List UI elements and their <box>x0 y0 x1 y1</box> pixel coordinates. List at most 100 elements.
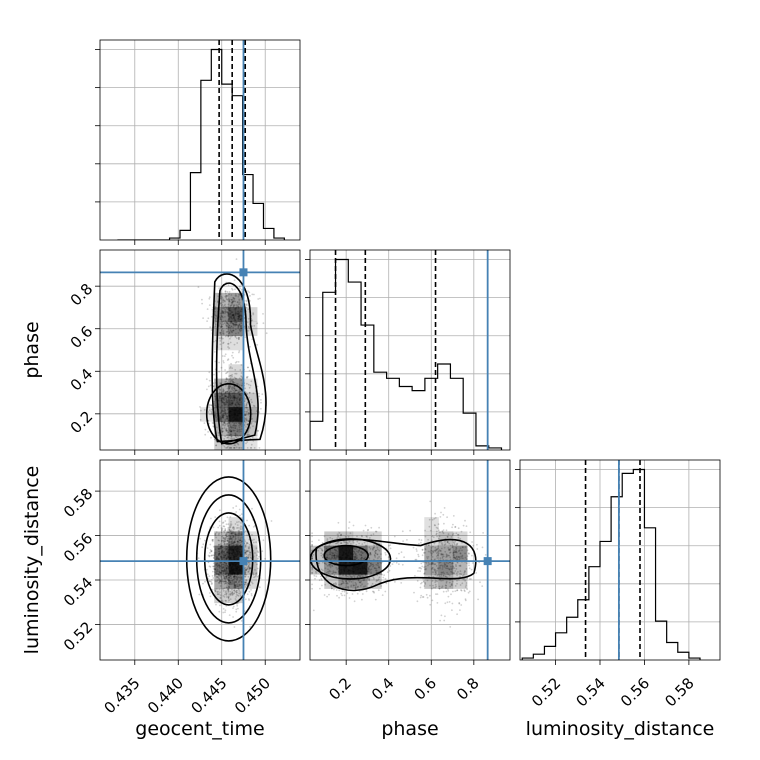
scatter-point <box>227 591 230 593</box>
scatter-point <box>358 574 361 577</box>
scatter-point <box>319 547 322 549</box>
scatter-point <box>221 328 224 330</box>
scatter-point <box>239 584 241 586</box>
scatter-point <box>224 391 227 393</box>
scatter-point <box>228 385 230 388</box>
scatter-point <box>372 547 375 549</box>
scatter-point <box>449 626 452 628</box>
scatter-point <box>443 563 446 566</box>
scatter-point <box>245 584 248 586</box>
scatter-point <box>247 430 250 432</box>
scatter-point <box>257 557 259 560</box>
scatter-point <box>223 322 226 325</box>
scatter-point <box>247 326 250 329</box>
scatter-point <box>421 596 424 598</box>
density-cell <box>310 545 325 561</box>
scatter-point <box>212 556 215 559</box>
scatter-point <box>234 585 237 588</box>
scatter-point <box>236 543 239 545</box>
scatter-point <box>431 518 434 521</box>
scatter-point <box>448 574 451 577</box>
scatter-point <box>232 530 234 533</box>
scatter-point <box>248 563 251 566</box>
scatter-point <box>223 355 226 357</box>
scatter-point <box>221 390 224 393</box>
scatter-point <box>338 532 341 534</box>
scatter-point <box>233 376 236 379</box>
scatter-point <box>365 535 368 537</box>
scatter-point <box>378 576 381 579</box>
scatter-point <box>234 328 237 331</box>
scatter-point <box>222 342 225 345</box>
scatter-point <box>462 546 464 549</box>
scatter-point <box>423 572 426 575</box>
scatter-point <box>209 543 212 546</box>
scatter-point <box>341 590 344 593</box>
scatter-point <box>239 593 242 595</box>
scatter-point <box>330 587 333 590</box>
contour-line <box>211 273 267 443</box>
scatter-point <box>233 447 236 449</box>
scatter-point <box>213 575 216 577</box>
scatter-point <box>247 308 250 311</box>
scatter-point <box>223 587 226 589</box>
scatter-point <box>328 564 331 567</box>
scatter-point <box>244 551 246 554</box>
scatter-point <box>246 424 249 426</box>
scatter-point <box>240 379 243 382</box>
density-cell <box>214 574 229 589</box>
scatter-point <box>229 526 232 529</box>
scatter-point <box>229 579 232 582</box>
scatter-point <box>220 576 223 579</box>
scatter-point <box>470 578 472 580</box>
scatter-point <box>325 563 327 566</box>
scatter-point <box>356 592 359 595</box>
scatter-point <box>206 308 209 310</box>
scatter-point <box>253 325 256 327</box>
scatter-point <box>425 567 427 570</box>
scatter-point <box>320 577 323 580</box>
scatter-point <box>232 527 234 530</box>
scatter-point <box>434 546 437 549</box>
scatter-point <box>238 447 241 449</box>
scatter-point <box>213 373 215 376</box>
scatter-point <box>232 378 235 381</box>
scatter-point <box>384 577 387 580</box>
scatter-point <box>246 593 249 596</box>
scatter-point <box>228 574 231 577</box>
scatter-point <box>252 312 255 315</box>
scatter-point <box>369 552 372 554</box>
scatter-point <box>237 581 240 584</box>
scatter-point <box>252 425 254 428</box>
scatter-point <box>244 598 247 601</box>
scatter-point <box>236 540 239 543</box>
hist-bars <box>117 40 285 240</box>
scatter-point <box>227 335 229 338</box>
scatter-point <box>348 540 351 543</box>
scatter-point <box>232 323 235 326</box>
scatter-point <box>353 600 356 603</box>
scatter-point <box>248 599 251 601</box>
scatter-point <box>346 592 349 595</box>
scatter-point <box>221 310 224 313</box>
scatter-point <box>453 542 456 545</box>
scatter-point <box>251 436 254 439</box>
scatter-point <box>446 541 449 543</box>
scatter-point <box>244 424 246 426</box>
scatter-point <box>468 567 471 570</box>
scatter-point <box>232 593 235 595</box>
scatter-point <box>443 619 446 622</box>
scatter-point <box>448 549 450 552</box>
scatter-point <box>431 550 433 552</box>
scatter-point <box>244 540 247 543</box>
scatter-point <box>446 554 448 556</box>
scatter-point <box>228 542 231 544</box>
scatter-point <box>229 374 232 377</box>
scatter-point <box>461 554 464 557</box>
scatter-point <box>222 333 225 336</box>
scatter-point <box>441 568 444 570</box>
scatter-point <box>244 406 246 409</box>
scatter-point <box>229 583 232 585</box>
scatter-point <box>315 572 318 574</box>
scatter-point <box>219 383 222 385</box>
